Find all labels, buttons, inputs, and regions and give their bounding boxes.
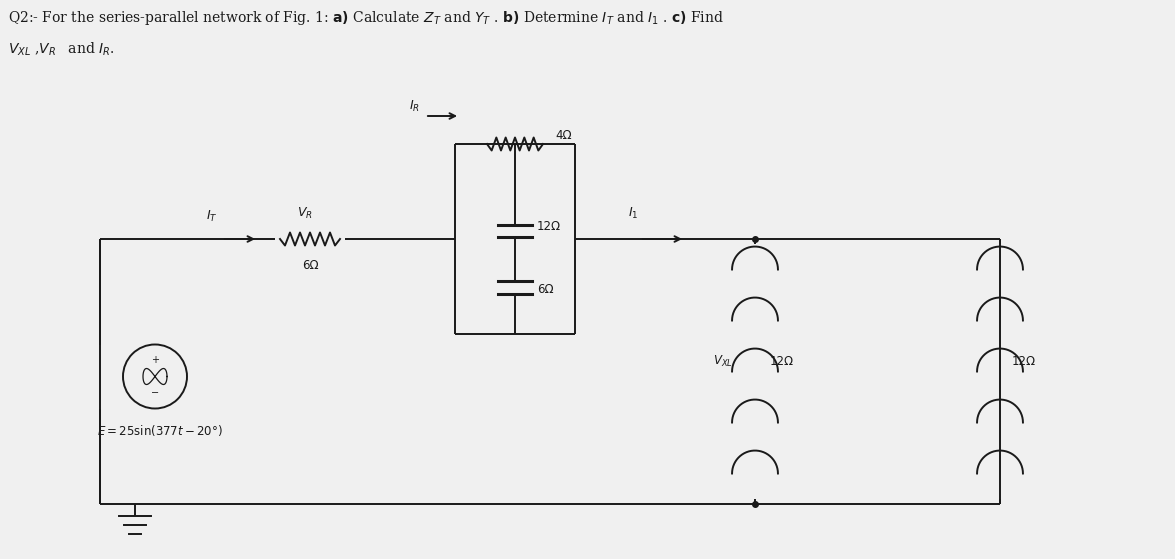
Text: 6Ω: 6Ω: [537, 283, 553, 296]
Text: $V_R$: $V_R$: [297, 206, 313, 221]
Text: $I_R$: $I_R$: [409, 99, 419, 114]
Text: 12Ω: 12Ω: [770, 355, 794, 368]
Text: 12Ω: 12Ω: [1012, 355, 1036, 368]
Text: Q2:- For the series-parallel network of Fig. 1: $\mathbf{a)}$ Calculate $Z_T$ an: Q2:- For the series-parallel network of …: [8, 9, 724, 27]
Text: $E = 25\sin(377t - 20°)$: $E = 25\sin(377t - 20°)$: [98, 424, 223, 438]
Text: $V_{XL}$ ,$V_R\;$  and $I_R$.: $V_{XL}$ ,$V_R\;$ and $I_R$.: [8, 41, 115, 58]
Text: +: +: [152, 355, 159, 365]
Text: $V_{XL}$: $V_{XL}$: [713, 354, 733, 369]
Text: −: −: [150, 388, 159, 398]
Text: 12Ω: 12Ω: [537, 220, 562, 233]
Text: 4Ω: 4Ω: [555, 130, 571, 143]
Text: 6Ω: 6Ω: [302, 259, 318, 272]
Text: $I_1$: $I_1$: [627, 206, 638, 221]
Text: $I_T$: $I_T$: [207, 209, 219, 224]
